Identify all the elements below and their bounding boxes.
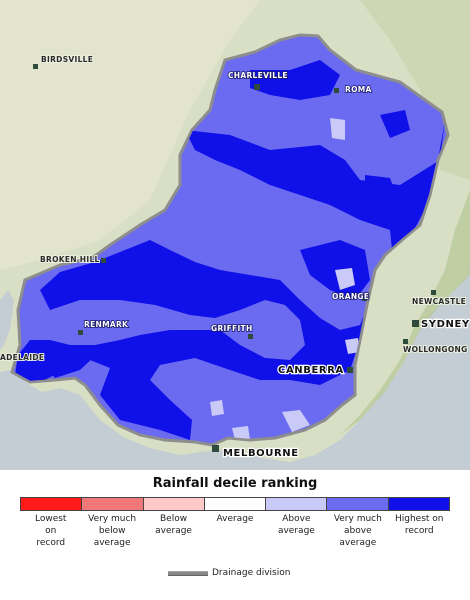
highest-on-record-region <box>40 352 95 378</box>
drainage-division-line-sample <box>168 570 208 576</box>
legend-swatch-below-average <box>143 498 205 510</box>
city-label-broken-hill: BROKEN HILL <box>40 255 100 264</box>
drainage-division-key: Drainage division <box>168 566 290 580</box>
above-average-region <box>232 426 250 440</box>
city-label-orange: ORANGE <box>332 292 369 301</box>
city-marker-sydney <box>412 320 419 327</box>
city-label-griffith: GRIFFITH <box>211 324 253 333</box>
above-average-region <box>345 338 360 354</box>
above-average-region <box>330 118 345 140</box>
legend-label-lowest-on-record: Lowest on record <box>34 514 67 548</box>
highest-on-record-region <box>365 175 398 205</box>
legend-labels: Lowest on record Very much below average… <box>20 513 450 549</box>
legend-label-very-much-above-average: Very much above average <box>333 514 382 548</box>
city-marker-birdsville <box>33 64 38 69</box>
city-label-adelaide: ADELAIDE <box>0 353 44 362</box>
city-markers <box>33 64 436 452</box>
legend-swatch-very-much-above-average <box>327 498 389 510</box>
above-average-region <box>335 268 355 290</box>
city-marker-wollongong <box>403 339 408 344</box>
city-label-melbourne: MELBOURNE <box>223 448 299 459</box>
city-label-wollongong: WOLLONGONG <box>403 345 468 354</box>
legend-swatch-highest-on-record <box>388 498 449 510</box>
city-marker-renmark <box>78 330 83 335</box>
above-average-region <box>282 410 310 432</box>
city-marker-canberra <box>347 367 353 373</box>
city-marker-charleville <box>254 84 260 90</box>
legend-swatch-lowest-on-record <box>21 498 83 510</box>
city-label-sydney: SYDNEY <box>421 319 470 330</box>
city-label-charleville: CHARLEVILLE <box>228 71 288 80</box>
city-marker-melbourne <box>212 445 219 452</box>
city-marker-newcastle <box>431 290 436 295</box>
legend-label-highest-on-record: Highest on record <box>394 514 444 536</box>
city-marker-griffith <box>248 334 253 339</box>
drainage-division-label: Drainage division <box>212 568 291 578</box>
legend-label-above-average: Above average <box>277 514 315 536</box>
legend-swatch-above-average <box>266 498 328 510</box>
highest-on-record-region <box>15 120 445 440</box>
drainage-division-boundary <box>10 33 450 447</box>
spencer-gulf <box>0 290 14 350</box>
legend-label-average: Average <box>216 514 254 524</box>
highest-on-record-region <box>250 60 340 100</box>
city-label-renmark: RENMARK <box>84 320 129 329</box>
legend-label-very-much-below-average: Very much below average <box>88 514 137 548</box>
city-marker-broken-hill <box>101 258 106 263</box>
city-marker-roma <box>334 88 339 93</box>
legend-swatch-average <box>204 498 267 510</box>
city-label-newcastle: NEWCASTLE <box>412 297 466 306</box>
legend-swatch-very-much-below-average <box>82 498 144 510</box>
land-shading <box>0 0 260 270</box>
highest-on-record-region <box>380 110 410 138</box>
above-average-region <box>210 400 224 416</box>
city-label-birdsville: BIRDSVILLE <box>41 55 93 64</box>
rainfall-map: BIRDSVILLE CHARLEVILLE ROMA BROKEN HILL … <box>0 0 470 470</box>
legend-color-bar <box>20 497 450 511</box>
city-marker-orange <box>362 296 367 301</box>
legend-title: Rainfall decile ranking <box>152 476 318 491</box>
city-label-roma: ROMA <box>345 85 372 94</box>
city-label-canberra: CANBERRA <box>278 365 344 376</box>
legend-label-below-average: Below average <box>155 514 192 536</box>
